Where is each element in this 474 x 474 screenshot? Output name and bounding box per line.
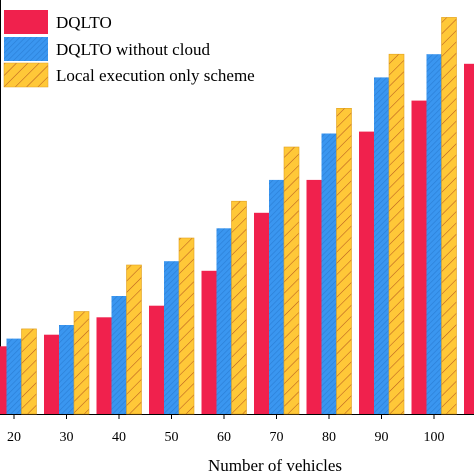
bar-local-execution-only-scheme-90 xyxy=(388,53,405,415)
bar-dqlto-40 xyxy=(96,317,112,414)
bar-dqlto-80 xyxy=(306,179,322,414)
x-axis-label: Number of vehicles xyxy=(208,456,342,474)
x-tick-label-30: 30 xyxy=(60,430,74,445)
x-tick-label-60: 60 xyxy=(217,430,231,445)
bar-local-execution-only-scheme-30 xyxy=(73,311,90,415)
bar-local-execution-only-scheme-40 xyxy=(126,264,142,415)
bar-dqlto-without-cloud-100 xyxy=(426,54,442,414)
bar-dqlto-without-cloud-80 xyxy=(321,133,337,414)
legend-swatch-dqlto xyxy=(4,10,48,34)
x-tick-label-90: 90 xyxy=(375,430,389,445)
x-tick-label-40: 40 xyxy=(112,430,126,445)
bar-dqlto-70 xyxy=(254,212,269,414)
legend-item-local-execution: Local execution only scheme xyxy=(3,62,255,88)
legend-item-dqlto-without-cloud: DQLTO without cloud xyxy=(4,37,210,61)
bar-dqlto-90 xyxy=(359,131,374,414)
bar-dqlto-100 xyxy=(411,100,427,414)
bar-dqlto-without-cloud-30 xyxy=(59,325,74,414)
x-tick-label-50: 50 xyxy=(165,430,179,445)
bar-local-execution-only-scheme-20 xyxy=(21,328,37,415)
bar-dqlto-without-cloud-20 xyxy=(6,338,22,414)
bar-dqlto-60 xyxy=(201,270,217,414)
bar-dqlto-without-cloud-70 xyxy=(269,179,284,414)
legend: DQLTO DQLTO without cloud Local executio… xyxy=(3,10,255,88)
legend-label-dqlto: DQLTO xyxy=(56,13,112,32)
x-tick-label-70: 70 xyxy=(270,430,284,445)
legend-swatch-local-execution xyxy=(3,62,49,88)
bar-dqlto-without-cloud-50 xyxy=(164,261,179,414)
bar-dqlto-without-cloud-60 xyxy=(216,228,232,414)
bars-group xyxy=(0,17,474,415)
bar-local-execution-only-scheme-80 xyxy=(336,108,352,415)
bar-dqlto-without-cloud-40 xyxy=(111,296,127,414)
bar-local-execution-only-scheme-100 xyxy=(441,17,457,415)
bar-local-execution-only-scheme-50 xyxy=(178,237,195,415)
bar-dqlto-110 xyxy=(464,63,474,415)
legend-swatch-dqlto-without-cloud xyxy=(4,37,48,61)
legend-label-local-execution: Local execution only scheme xyxy=(56,66,255,85)
bar-dqlto-50 xyxy=(149,305,164,414)
bar-dqlto-20 xyxy=(0,346,7,414)
x-tick-label-100: 100 xyxy=(424,430,445,445)
bar-local-execution-only-scheme-60 xyxy=(231,200,247,415)
bar-dqlto-without-cloud-90 xyxy=(374,77,389,415)
x-tick-label-80: 80 xyxy=(322,430,336,445)
bar-local-execution-only-scheme-70 xyxy=(283,146,300,415)
legend-item-dqlto: DQLTO xyxy=(4,10,112,34)
bar-dqlto-30 xyxy=(44,334,59,414)
x-ticks-group: 2030405060708090100110 xyxy=(7,414,445,445)
x-tick-label-20: 20 xyxy=(7,430,21,445)
legend-label-dqlto-without-cloud: DQLTO without cloud xyxy=(56,40,210,59)
